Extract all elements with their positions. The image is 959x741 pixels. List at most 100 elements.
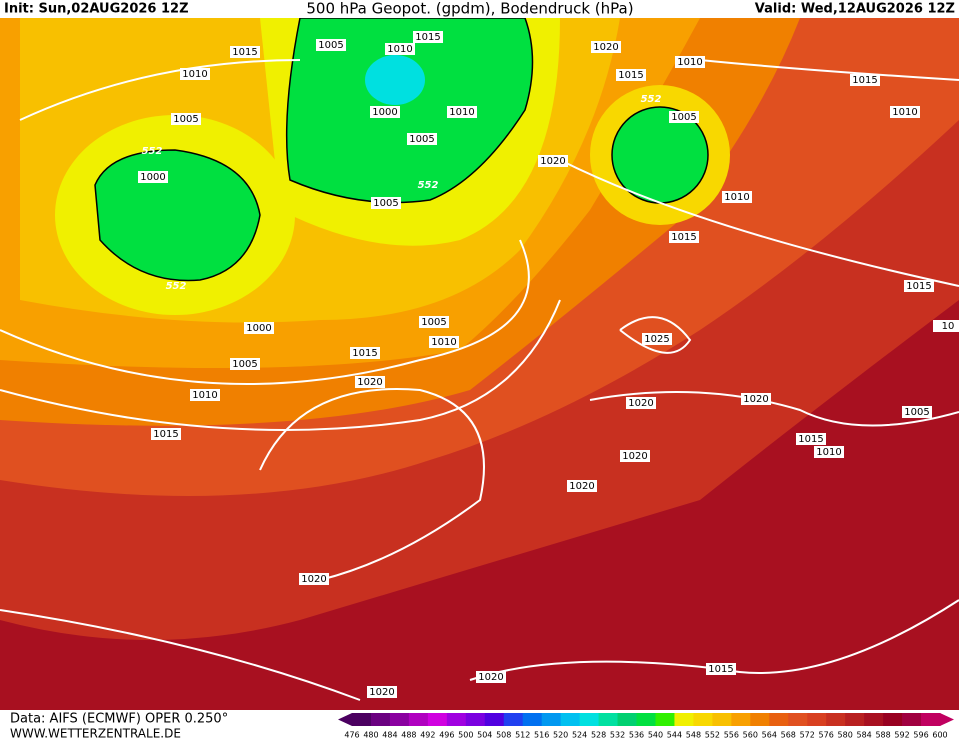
colorbar-segment [864, 713, 884, 726]
isobar-label: 1015 [232, 47, 257, 58]
isobar-label: 1010 [192, 390, 217, 401]
isobar-label-box [675, 56, 705, 68]
map-title: 500 hPa Geopot. (gpdm), Bodendruck (hPa) [306, 0, 633, 18]
colorbar-label: 496 [439, 731, 454, 740]
isobar-label: 1020 [478, 672, 503, 683]
colorbar-label: 536 [629, 731, 644, 740]
colorbar-label: 560 [743, 731, 758, 740]
isobar-label-box [814, 446, 844, 458]
isobar-label: 1020 [628, 398, 653, 409]
isobar-label: 1005 [318, 40, 343, 51]
isobar-label: 1015 [153, 429, 178, 440]
isobar-label: 552 [166, 281, 187, 292]
isobar-label-box [355, 376, 385, 388]
isobar-label-box [902, 406, 932, 418]
isobar-label: 552 [418, 180, 439, 191]
colorbar-label: 520 [553, 731, 568, 740]
colorbar-segment [883, 713, 903, 726]
colorbar-segment [446, 713, 467, 726]
isobar-label: 1015 [708, 664, 733, 675]
colorbar-segment [522, 713, 543, 726]
colorbar-label: 488 [401, 731, 416, 740]
isobar-label-box [626, 397, 656, 409]
isobar-label: 1000 [246, 323, 271, 334]
colorbar-segment [636, 713, 656, 726]
isobar-label-box [616, 69, 646, 81]
colorbar-segment [902, 713, 922, 726]
isobar-label: 1015 [852, 75, 877, 86]
colorbar-label: 588 [875, 731, 890, 740]
isobar-label: 1020 [743, 394, 768, 405]
colorbar-label: 540 [648, 731, 663, 740]
isobar-label-box [316, 39, 346, 51]
isobar-label: 1010 [387, 44, 412, 55]
colorbar-label: 492 [420, 731, 435, 740]
isobar-label-box [138, 171, 168, 183]
isobar-label-box [591, 41, 621, 53]
header-bar [0, 0, 959, 18]
isobar-label-box [413, 31, 443, 43]
isobar-label: 1005 [232, 359, 257, 370]
isobar-label-box [171, 113, 201, 125]
isobar-label-box [190, 389, 220, 401]
isobar-label: 1005 [173, 114, 198, 125]
colorbar-label: 576 [819, 731, 834, 740]
isobar-label-box [371, 197, 401, 209]
isobar-label-box [230, 46, 260, 58]
isobar-label: 1005 [373, 198, 398, 209]
isobar-label-box [407, 133, 437, 145]
colorbar-segment [352, 713, 372, 726]
isobar-label: 1015 [671, 232, 696, 243]
low-blob [94, 149, 261, 282]
isobar-label: 1010 [892, 107, 917, 118]
colorbar-segment [921, 713, 941, 726]
colorbar-segment [579, 713, 600, 726]
isobar-label: 10 [942, 321, 955, 332]
isobar-label-box [620, 450, 650, 462]
init-time: Init: Sun,02AUG2026 12Z [4, 2, 189, 17]
isobar-label: 1010 [724, 192, 749, 203]
colorbar-label: 524 [572, 731, 587, 740]
colorbar-segment [370, 713, 391, 726]
isobar-label: 1025 [644, 334, 669, 345]
isobar-label: 552 [142, 146, 163, 157]
valid-time: Valid: Wed,12AUG2026 12Z [755, 2, 955, 17]
colorbar-label: 592 [894, 731, 909, 740]
isobar-label-box [567, 480, 597, 492]
isobar-label: 1020 [569, 481, 594, 492]
isobar-label-box [642, 333, 672, 345]
isobar-label-box [370, 106, 400, 118]
colorbar-segment [731, 713, 751, 726]
isobar-label-box [180, 68, 210, 80]
colorbar-label: 532 [610, 731, 625, 740]
colorbar-label: 572 [800, 731, 815, 740]
colorbar-label: 596 [913, 731, 928, 740]
colorbar-segment [484, 713, 505, 726]
colorbar-segment [560, 713, 581, 726]
colorbar-label: 528 [591, 731, 606, 740]
isobar-label: 1010 [677, 57, 702, 68]
isobar-label-box [429, 336, 459, 348]
isobar-label-box [385, 43, 415, 55]
colorbar-segment [541, 713, 562, 726]
colorbar-label: 552 [705, 731, 720, 740]
colorbar-label: 476 [344, 731, 359, 740]
isobar-label-box [350, 347, 380, 359]
colorbar-segment [807, 713, 827, 726]
isobar-label-box [722, 191, 752, 203]
colorbar-segment [408, 713, 429, 726]
isobar-label-box [538, 155, 568, 167]
colorbar-segment [465, 713, 486, 726]
isobar-label: 1005 [904, 407, 929, 418]
colorbar-label: 556 [724, 731, 739, 740]
colorbar-segment [712, 713, 732, 726]
isobar-label: 1010 [449, 107, 474, 118]
isobar-label: 1005 [421, 317, 446, 328]
colorbar-label: 508 [496, 731, 511, 740]
colorbar-label: 484 [382, 731, 397, 740]
isobar-label-box [476, 671, 506, 683]
colorbar-segment [845, 713, 865, 726]
colorbar-label: 512 [515, 731, 530, 740]
colorbar-arrow [338, 713, 352, 726]
